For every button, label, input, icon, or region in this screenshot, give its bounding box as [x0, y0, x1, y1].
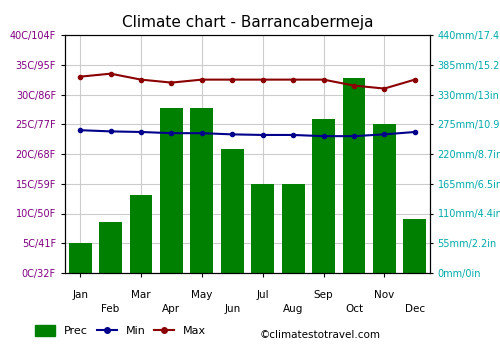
Text: Apr: Apr: [162, 303, 180, 314]
Bar: [99, 222, 122, 273]
Text: Jan: Jan: [72, 290, 88, 300]
Bar: [342, 78, 365, 273]
Text: Mar: Mar: [131, 290, 151, 300]
Text: May: May: [191, 290, 212, 300]
Bar: [252, 184, 274, 273]
Bar: [69, 243, 92, 273]
Text: Feb: Feb: [102, 303, 120, 314]
Bar: [404, 219, 426, 273]
Text: Jun: Jun: [224, 303, 240, 314]
Bar: [190, 108, 214, 273]
Text: Sep: Sep: [314, 290, 334, 300]
Bar: [160, 108, 183, 273]
Bar: [282, 184, 304, 273]
Bar: [221, 149, 244, 273]
Text: Aug: Aug: [283, 303, 304, 314]
Title: Climate chart - Barrancabermeja: Climate chart - Barrancabermeja: [122, 15, 373, 30]
Bar: [373, 124, 396, 273]
Text: Jul: Jul: [256, 290, 269, 300]
Bar: [130, 195, 152, 273]
Text: Dec: Dec: [404, 303, 425, 314]
Bar: [312, 119, 335, 273]
Text: ©climatestotravel.com: ©climatestotravel.com: [260, 329, 381, 340]
Text: Nov: Nov: [374, 290, 394, 300]
Legend: Prec, Min, Max: Prec, Min, Max: [30, 321, 211, 341]
Text: Oct: Oct: [345, 303, 363, 314]
